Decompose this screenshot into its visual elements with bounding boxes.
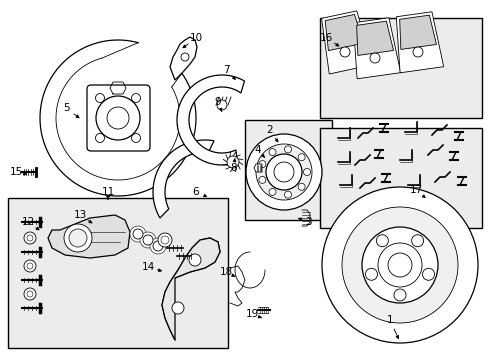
Circle shape bbox=[96, 96, 140, 140]
Circle shape bbox=[142, 235, 153, 245]
Circle shape bbox=[321, 187, 477, 343]
Bar bbox=[319, 128, 481, 228]
Text: 11: 11 bbox=[101, 187, 114, 197]
Bar bbox=[319, 18, 481, 118]
Circle shape bbox=[130, 226, 146, 242]
Circle shape bbox=[361, 227, 437, 303]
Polygon shape bbox=[325, 14, 363, 51]
Polygon shape bbox=[162, 238, 220, 340]
Circle shape bbox=[131, 94, 140, 103]
Circle shape bbox=[27, 291, 33, 297]
Text: 6: 6 bbox=[192, 187, 199, 197]
Polygon shape bbox=[253, 164, 262, 172]
Text: 15: 15 bbox=[9, 167, 22, 177]
Circle shape bbox=[24, 288, 36, 300]
Text: 2: 2 bbox=[266, 125, 273, 135]
Circle shape bbox=[369, 53, 379, 63]
Circle shape bbox=[339, 47, 349, 57]
Polygon shape bbox=[170, 37, 197, 80]
Text: 18: 18 bbox=[219, 267, 232, 277]
Text: 8: 8 bbox=[230, 163, 237, 173]
Circle shape bbox=[393, 289, 405, 301]
Circle shape bbox=[284, 146, 291, 153]
Circle shape bbox=[341, 207, 457, 323]
Circle shape bbox=[411, 235, 423, 247]
Circle shape bbox=[422, 268, 434, 280]
Polygon shape bbox=[48, 215, 130, 258]
Circle shape bbox=[95, 134, 104, 143]
Circle shape bbox=[24, 260, 36, 272]
Circle shape bbox=[268, 188, 275, 195]
Bar bbox=[8, 198, 227, 348]
Circle shape bbox=[226, 156, 239, 168]
Circle shape bbox=[153, 241, 163, 251]
Circle shape bbox=[107, 107, 129, 129]
Text: 16: 16 bbox=[319, 33, 332, 43]
Circle shape bbox=[412, 47, 422, 57]
Circle shape bbox=[377, 243, 421, 287]
Circle shape bbox=[303, 168, 310, 176]
Circle shape bbox=[298, 183, 305, 190]
Circle shape bbox=[161, 236, 169, 244]
Circle shape bbox=[376, 235, 387, 247]
Circle shape bbox=[268, 149, 275, 156]
Circle shape bbox=[172, 302, 183, 314]
Circle shape bbox=[273, 162, 293, 182]
Text: 10: 10 bbox=[189, 33, 202, 43]
Text: 14: 14 bbox=[141, 262, 154, 272]
Polygon shape bbox=[177, 75, 244, 165]
Circle shape bbox=[64, 224, 92, 252]
Circle shape bbox=[181, 53, 189, 61]
Polygon shape bbox=[356, 21, 393, 55]
Polygon shape bbox=[352, 18, 400, 79]
Circle shape bbox=[217, 100, 226, 110]
Circle shape bbox=[27, 235, 33, 241]
Text: 13: 13 bbox=[73, 210, 86, 220]
Text: 5: 5 bbox=[62, 103, 69, 113]
Polygon shape bbox=[153, 140, 214, 218]
Circle shape bbox=[298, 154, 305, 161]
Circle shape bbox=[95, 94, 104, 103]
Circle shape bbox=[24, 232, 36, 244]
Text: 19: 19 bbox=[245, 309, 258, 319]
Text: 1: 1 bbox=[386, 315, 392, 325]
Circle shape bbox=[387, 253, 411, 277]
Circle shape bbox=[69, 229, 87, 247]
Circle shape bbox=[140, 232, 156, 248]
Polygon shape bbox=[399, 15, 436, 49]
Polygon shape bbox=[321, 11, 371, 74]
Text: 4: 4 bbox=[254, 145, 261, 155]
Text: 3: 3 bbox=[304, 217, 311, 227]
Circle shape bbox=[365, 268, 377, 280]
Bar bbox=[244, 120, 331, 220]
Circle shape bbox=[258, 176, 265, 183]
Polygon shape bbox=[395, 12, 443, 73]
Circle shape bbox=[131, 134, 140, 143]
Text: 17: 17 bbox=[408, 185, 422, 195]
Text: 7: 7 bbox=[222, 65, 229, 75]
Circle shape bbox=[265, 154, 302, 190]
Text: 12: 12 bbox=[21, 217, 35, 227]
Circle shape bbox=[245, 134, 321, 210]
Circle shape bbox=[256, 144, 311, 200]
Circle shape bbox=[27, 263, 33, 269]
Circle shape bbox=[158, 233, 172, 247]
Circle shape bbox=[284, 191, 291, 198]
Circle shape bbox=[133, 229, 142, 239]
Circle shape bbox=[150, 238, 165, 254]
Text: 9: 9 bbox=[214, 97, 221, 107]
Circle shape bbox=[258, 161, 265, 168]
FancyBboxPatch shape bbox=[87, 85, 150, 151]
Circle shape bbox=[189, 254, 201, 266]
